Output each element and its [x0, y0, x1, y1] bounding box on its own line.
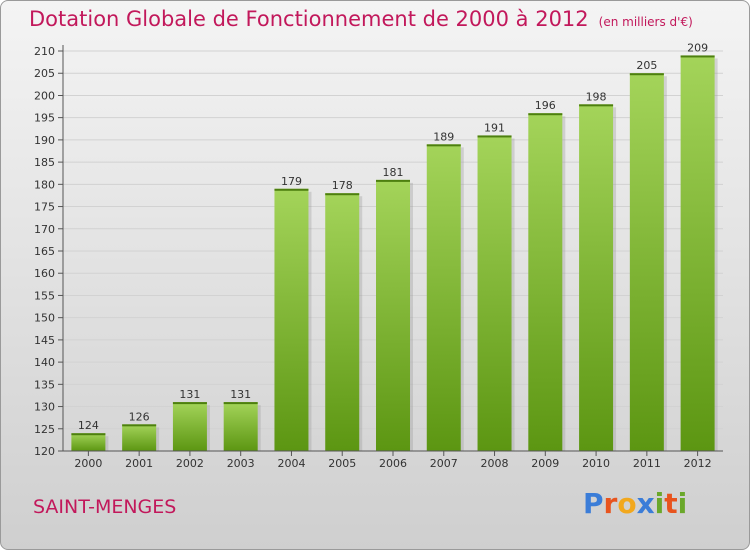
y-tick-label: 210: [34, 45, 55, 58]
y-tick-label: 195: [34, 112, 55, 125]
y-tick-label: 130: [34, 401, 55, 414]
bar: [172, 402, 207, 451]
logo-letter: x: [636, 487, 655, 520]
x-tick-label: 2003: [227, 457, 255, 470]
y-tick-label: 155: [34, 289, 55, 302]
y-tick-label: 165: [34, 245, 55, 258]
bar-top-edge: [122, 424, 157, 427]
x-tick-label: 2004: [277, 457, 305, 470]
y-tick-label: 175: [34, 201, 55, 214]
x-tick-label: 2011: [633, 457, 661, 470]
title-text: Dotation Globale de Fonctionnement de 20…: [29, 7, 589, 31]
bar-value-label: 196: [535, 99, 556, 112]
y-tick-label: 160: [34, 267, 55, 280]
x-tick-label: 2001: [125, 457, 153, 470]
y-tick-label: 135: [34, 378, 55, 391]
logo-letter: o: [617, 487, 637, 520]
bar-top-edge: [274, 188, 309, 191]
x-tick-label: 2002: [176, 457, 204, 470]
bar: [680, 55, 715, 451]
bar-top-edge: [477, 135, 512, 138]
bar: [426, 144, 461, 452]
logo-letter: t: [664, 487, 678, 520]
x-tick-label: 2010: [582, 457, 610, 470]
commune-name: SAINT-MENGES: [33, 496, 177, 518]
x-tick-label: 2012: [684, 457, 712, 470]
x-tick-label: 2006: [379, 457, 407, 470]
logo-letter: P: [583, 487, 604, 520]
y-tick-label: 200: [34, 89, 55, 102]
bar-value-label: 131: [230, 388, 251, 401]
x-tick-label: 2005: [328, 457, 356, 470]
y-tick-label: 150: [34, 312, 55, 325]
bar: [122, 424, 157, 451]
y-tick-label: 140: [34, 356, 55, 369]
bar-value-label: 179: [281, 175, 302, 188]
bar-value-label: 126: [129, 410, 150, 423]
bar-top-edge: [528, 113, 563, 116]
bar-top-edge: [172, 402, 207, 405]
logo-letter: i: [654, 487, 665, 520]
y-tick-label: 190: [34, 134, 55, 147]
y-tick-label: 120: [34, 445, 55, 458]
bar: [528, 113, 563, 451]
bar-value-label: 178: [332, 179, 353, 192]
bar-value-label: 191: [484, 121, 505, 134]
bar-value-label: 198: [586, 90, 607, 103]
unit-label: (en milliers d'€): [598, 15, 693, 29]
x-tick-label: 2009: [531, 457, 559, 470]
y-tick-label: 170: [34, 223, 55, 236]
bar-top-edge: [376, 179, 410, 182]
bar-value-label: 124: [78, 419, 99, 432]
bar: [579, 104, 614, 451]
bar-top-edge: [680, 55, 715, 58]
bar-top-edge: [629, 73, 664, 76]
bar-value-label: 209: [687, 41, 708, 54]
y-tick-label: 185: [34, 156, 55, 169]
bar: [71, 433, 106, 451]
bar-value-label: 205: [636, 59, 657, 72]
bar-top-edge: [71, 433, 106, 436]
logo-letter: i: [677, 487, 688, 520]
bar: [274, 188, 309, 451]
x-tick-label: 2008: [481, 457, 509, 470]
bar: [325, 193, 360, 451]
y-tick-label: 125: [34, 423, 55, 436]
logo-letter: r: [603, 487, 618, 520]
x-tick-label: 2000: [74, 457, 102, 470]
chart-title: Dotation Globale de Fonctionnement de 20…: [29, 7, 693, 31]
bar: [629, 73, 664, 451]
bar-top-edge: [325, 193, 360, 196]
bar-value-label: 189: [433, 130, 454, 143]
bar-top-edge: [579, 104, 614, 107]
bar-value-label: 181: [383, 166, 404, 179]
x-tick-label: 2007: [430, 457, 458, 470]
y-tick-label: 180: [34, 178, 55, 191]
bar-top-edge: [426, 144, 461, 147]
bar: [477, 135, 512, 451]
bar-value-label: 131: [179, 388, 200, 401]
y-tick-label: 205: [34, 67, 55, 80]
proxiti-logo: Proxiti: [583, 487, 687, 520]
bar: [376, 179, 410, 451]
bar-top-edge: [223, 402, 258, 405]
y-tick-label: 145: [34, 334, 55, 347]
bar: [223, 402, 258, 451]
